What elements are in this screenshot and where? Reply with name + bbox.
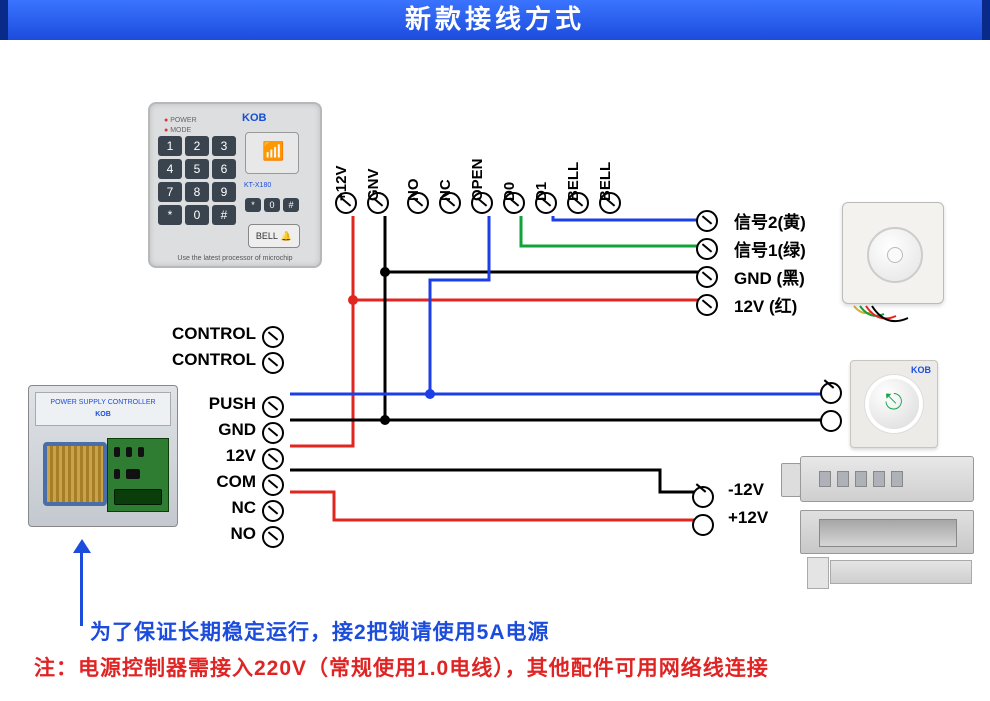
- terminal-label: +12V: [333, 166, 350, 201]
- screw-icon: [262, 422, 284, 444]
- terminal-label: 信号2(黄): [734, 208, 806, 233]
- keypad-bell: BELL: [248, 224, 300, 248]
- screw-icon: [262, 352, 284, 374]
- note-blue: 为了保证长期稳定运行，接2把锁请使用5A电源: [90, 616, 550, 646]
- terminal-label: COM: [0, 472, 256, 492]
- bolt-lock-device: [800, 456, 974, 502]
- screw-icon: [262, 500, 284, 522]
- terminal-label: GND: [0, 420, 256, 440]
- screw-icon: [262, 326, 284, 348]
- lock-terminals: [692, 480, 716, 542]
- terminal-label: NC: [437, 179, 454, 201]
- note-red: 注：电源控制器需接入220V（常规使用1.0电线），其他配件可用网络线连接: [34, 652, 769, 682]
- screw-icon: [696, 238, 718, 260]
- terminal-label: NO: [405, 179, 422, 202]
- terminal-label: D0: [501, 182, 518, 201]
- lock-label: -12V: [728, 480, 764, 500]
- terminal-label: D1: [533, 182, 550, 201]
- screw-icon: [262, 526, 284, 548]
- terminal-label: BELL: [565, 162, 582, 201]
- armature-plate: [830, 560, 972, 584]
- keypad-footer: Use the latest processor of microchip: [150, 255, 320, 262]
- screw-icon: [692, 514, 714, 536]
- keypad-device: KOB POWER MODE OK 123 456 789 *0# KT-X18…: [148, 102, 322, 268]
- lock-label: +12V: [728, 508, 768, 528]
- keypad-keys-small: *0#: [245, 198, 299, 212]
- terminal-label: GNV: [365, 168, 382, 201]
- terminal-label: OPEN: [469, 158, 486, 201]
- magnetic-lock-device: [800, 510, 974, 554]
- terminal-label: PUSH: [0, 394, 256, 414]
- arrow-icon: [64, 530, 100, 626]
- screw-icon: [820, 410, 842, 432]
- screw-icon: [696, 266, 718, 288]
- keypad-brand: KOB: [242, 112, 266, 124]
- screw-icon: [262, 396, 284, 418]
- screw-icon: [696, 294, 718, 316]
- exit-button-device: KOB: [850, 360, 938, 448]
- terminal-label: NO: [0, 524, 256, 544]
- screw-icon: [696, 210, 718, 232]
- title-bar: 新款接线方式: [0, 0, 990, 40]
- doorbell-device: [842, 202, 944, 304]
- diagram-stage: KOB POWER MODE OK 123 456 789 *0# KT-X18…: [0, 40, 990, 701]
- terminal-label: GND (黑): [734, 264, 805, 289]
- terminal-label: 12V: [0, 446, 256, 466]
- rfid-icon: [245, 132, 299, 174]
- keypad-model: KT-X180: [244, 182, 271, 189]
- terminal-label: CONTROL: [0, 324, 256, 344]
- exit-button-terminals: [820, 376, 842, 438]
- terminal-label: CONTROL: [0, 350, 256, 370]
- screw-icon: [262, 474, 284, 496]
- terminal-label: 信号1(绿): [734, 236, 806, 261]
- screw-icon: [262, 448, 284, 470]
- terminal-label: 12V (红): [734, 292, 797, 317]
- terminal-label: NC: [0, 498, 256, 518]
- keypad-keys: 123 456 789 *0#: [158, 136, 238, 225]
- terminal-label: BELL: [597, 162, 614, 201]
